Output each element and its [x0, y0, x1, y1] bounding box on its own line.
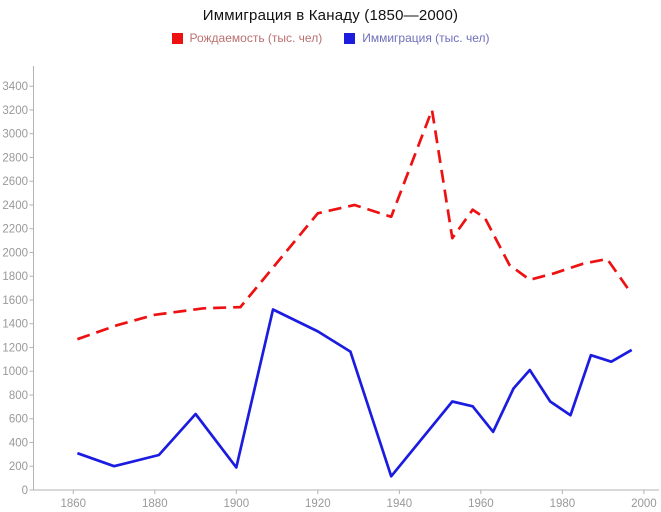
y-tick-label: 2800 [2, 152, 28, 164]
y-tick-label: 2400 [2, 200, 28, 212]
y-tick-label: 1600 [2, 295, 28, 307]
y-tick-label: 200 [9, 461, 28, 473]
y-tick-label: 2200 [2, 224, 28, 236]
births-legend-swatch-icon [171, 32, 183, 44]
x-tick-label: 1880 [142, 498, 168, 510]
y-tick-label: 3000 [2, 129, 28, 141]
y-tick-label: 2000 [2, 247, 28, 259]
x-tick-label: 1960 [468, 498, 494, 510]
y-tick-label: 2600 [2, 176, 28, 188]
y-tick-label: 600 [9, 414, 28, 426]
y-tick-label: 3200 [2, 105, 28, 117]
immigration-legend-swatch-icon [344, 32, 356, 44]
y-tick-label: 1000 [2, 366, 28, 378]
x-tick-label: 1980 [550, 498, 576, 510]
legend-item-births: Рождаемость (тыс. чел) [171, 31, 323, 45]
y-tick-label: 1800 [2, 271, 28, 283]
y-tick-label: 800 [9, 390, 28, 402]
x-tick-label: 2000 [631, 498, 657, 510]
x-tick-label: 1860 [61, 498, 87, 510]
y-tick-label: 1200 [2, 342, 28, 354]
legend-item-immigration: Иммиграция (тыс. чел) [344, 31, 490, 45]
y-tick-label: 0 [22, 485, 28, 497]
x-tick-label: 1940 [387, 498, 413, 510]
births-legend-label: Рождаемость (тыс. чел) [189, 31, 323, 45]
chart-title: Иммиграция в Канаду (1850—2000) [202, 7, 459, 24]
x-tick-label: 1900 [224, 498, 250, 510]
births-line [76, 108, 629, 341]
x-tick-label: 1920 [305, 498, 331, 510]
y-tick-label: 400 [9, 437, 28, 449]
immigration-line [76, 308, 633, 478]
chart-legend: Рождаемость (тыс. чел) Иммиграция (тыс. … [0, 30, 661, 46]
y-tick-label: 1400 [2, 319, 28, 331]
y-tick-label: 3400 [2, 81, 28, 93]
immigration-legend-label: Иммиграция (тыс. чел) [362, 31, 490, 45]
